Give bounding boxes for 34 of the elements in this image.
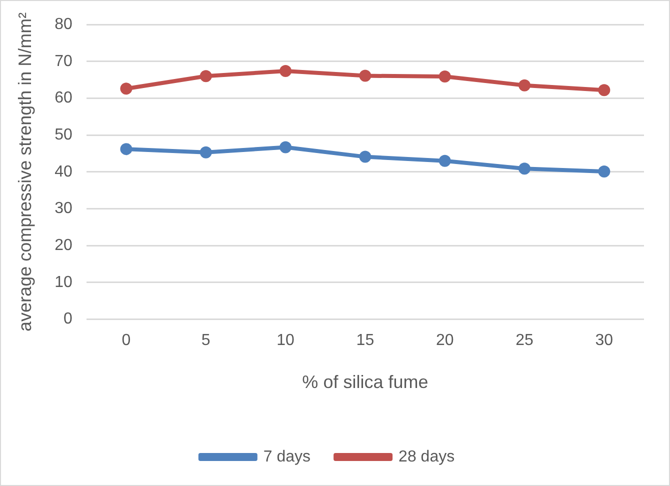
point [280, 65, 292, 77]
point [598, 166, 610, 178]
x-axis-title: % of silica fume [302, 372, 428, 392]
y-tick-label: 60 [54, 90, 72, 107]
legend-label: 28 days [398, 448, 455, 466]
y-tick-label: 70 [54, 52, 72, 70]
x-tick-label: 15 [356, 332, 374, 350]
x-tick-label: 0 [122, 332, 131, 350]
y-axis-title: average compressive strength in N/mm² [14, 12, 35, 332]
x-tick-label: 10 [276, 332, 295, 350]
point [438, 154, 451, 167]
y-tick-label: 30 [54, 200, 72, 218]
y-tick-label: 50 [54, 126, 72, 144]
point [200, 146, 212, 158]
y-tick-label: 0 [63, 310, 72, 328]
y-tick-label: 10 [54, 274, 72, 291]
point [200, 70, 212, 82]
point [518, 79, 531, 92]
x-tick-label: 5 [201, 332, 210, 350]
y-tick-label: 40 [54, 163, 72, 180]
point [598, 84, 610, 96]
legend-label: 7 days [263, 448, 311, 466]
x-tick-label: 25 [516, 332, 534, 350]
point [120, 82, 132, 95]
point [438, 70, 451, 83]
x-tick-label: 30 [595, 332, 614, 350]
y-tick-label: 80 [54, 16, 72, 34]
point [359, 150, 372, 163]
point [120, 143, 132, 156]
point [359, 70, 372, 82]
point [280, 141, 292, 154]
point [518, 162, 531, 175]
x-tick-label: 20 [436, 332, 454, 350]
y-tick-label: 20 [54, 236, 72, 254]
